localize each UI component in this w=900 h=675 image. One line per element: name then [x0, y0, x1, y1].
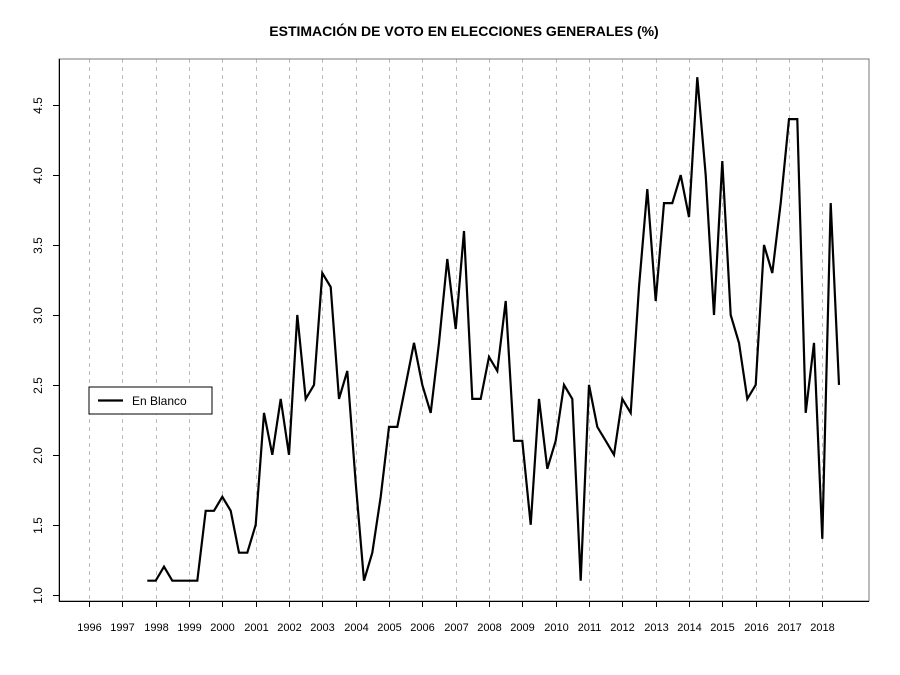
x-tick-label: 2013 — [644, 622, 668, 634]
y-tick-label: 3.5 — [31, 237, 45, 254]
y-axis-ticks: 1.0 1.5 2.0 2.5 3.0 3.5 4.0 4.5 — [31, 97, 59, 604]
x-tick-label: 2002 — [277, 622, 301, 634]
x-tick-label: 2004 — [344, 622, 368, 634]
y-tick-label: 3.0 — [31, 307, 45, 324]
x-tick-label: 2000 — [210, 622, 234, 634]
y-tick-label: 4.5 — [31, 97, 45, 114]
series-line-en-blanco — [147, 77, 841, 582]
x-axis-ticks: 1996 1997 1998 1999 2000 2001 2002 2003 2004 2005… — [77, 601, 835, 634]
y-tick-label: 1.0 — [31, 587, 45, 604]
x-tick-label: 2016 — [744, 622, 768, 634]
x-tick-label: 1999 — [177, 622, 201, 634]
x-tick-label: 2011 — [578, 622, 602, 634]
x-tick-label: 2005 — [377, 622, 401, 634]
legend: En Blanco — [88, 386, 213, 415]
x-tick-label: 2017 — [777, 622, 801, 634]
legend-label-en-blanco: En Blanco — [132, 394, 187, 408]
x-tick-label: 2014 — [677, 622, 701, 634]
x-tick-label: 2010 — [544, 622, 568, 634]
x-tick-label: 2008 — [477, 622, 501, 634]
x-tick-label: 2007 — [444, 622, 468, 634]
legend-box — [88, 386, 213, 415]
x-tick-label: 2003 — [310, 622, 334, 634]
grid-lines — [89, 59, 823, 601]
y-tick-label: 2.5 — [31, 377, 45, 394]
y-tick-label: 1.5 — [31, 517, 45, 534]
series-group — [147, 77, 841, 582]
x-tick-label: 2015 — [710, 622, 734, 634]
x-tick-label: 2012 — [610, 622, 634, 634]
x-tick-label: 1997 — [110, 622, 134, 634]
x-tick-label: 2001 — [244, 622, 268, 634]
x-tick-label: 2018 — [810, 622, 834, 634]
x-tick-label: 1996 — [77, 622, 101, 634]
plot-frame — [58, 58, 870, 602]
y-tick-label: 4.0 — [31, 167, 45, 184]
x-tick-label: 1998 — [144, 622, 168, 634]
chart-title: ESTIMACIÓN DE VOTO EN ELECCIONES GENERAL… — [269, 22, 658, 39]
axes — [59, 59, 869, 602]
x-tick-label: 2006 — [410, 622, 434, 634]
x-tick-label: 2009 — [510, 622, 534, 634]
y-tick-label: 2.0 — [31, 447, 45, 464]
